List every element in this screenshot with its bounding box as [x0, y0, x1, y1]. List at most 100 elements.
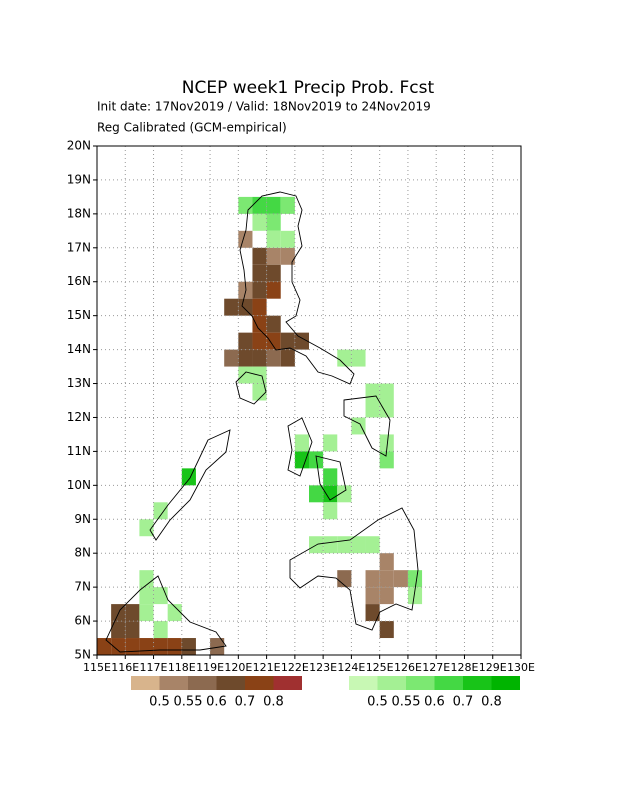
grid-cell: [365, 604, 380, 622]
legend-label: 0.8: [481, 695, 502, 710]
legend-swatch: [273, 676, 302, 690]
grid-cell: [252, 383, 267, 401]
y-tick-label: 7N: [74, 580, 91, 594]
y-tick-label: 20N: [67, 139, 91, 153]
grid-cell: [337, 485, 352, 503]
grid-cell: [379, 434, 394, 452]
grid-cell: [125, 604, 140, 622]
grid-cell: [365, 400, 380, 418]
grid-cell: [139, 604, 154, 622]
grid-cell: [111, 621, 126, 639]
y-tick-label: 11N: [67, 444, 91, 458]
x-tick-label: 121E: [253, 661, 281, 674]
grid-cell: [252, 315, 267, 333]
legend-swatch: [463, 676, 492, 690]
grid-cell: [323, 468, 338, 486]
y-tick-label: 14N: [67, 342, 91, 356]
grid-cell: [365, 536, 380, 554]
grid-cell: [266, 196, 281, 214]
grid-cell: [238, 332, 253, 350]
legend-swatch: [434, 676, 463, 690]
x-tick-label: 115E: [83, 661, 111, 674]
grid-cell: [407, 587, 423, 605]
legend-label: 0.7: [453, 695, 474, 710]
grid-cell: [266, 349, 281, 367]
legend-swatch: [245, 676, 274, 690]
grid-cell: [125, 621, 140, 639]
legend-swatch: [349, 676, 378, 690]
grid-cell: [224, 298, 239, 316]
grid-cell: [266, 230, 281, 248]
y-tick-label: 5N: [74, 648, 91, 662]
grid-cell: [125, 638, 140, 655]
grid-cell: [379, 400, 394, 418]
grid-cell: [139, 587, 154, 605]
grid-cell: [379, 621, 394, 639]
x-tick-label: 118E: [168, 661, 196, 674]
legend-label: 0.55: [174, 695, 203, 710]
y-tick-label: 9N: [74, 512, 91, 526]
y-tick-label: 18N: [67, 206, 91, 220]
grid-cell: [294, 332, 309, 350]
grid-cell: [351, 536, 366, 554]
grid-cell: [379, 570, 394, 588]
legend-label: 0.6: [206, 695, 227, 710]
grid-cell: [337, 570, 352, 588]
grid-cell: [323, 502, 338, 520]
grid-cell: [280, 332, 295, 350]
grid-cell: [238, 366, 253, 384]
grid-cell: [139, 519, 154, 537]
grid-cell: [139, 570, 154, 588]
grid-cell: [153, 587, 168, 605]
grid-cell: [266, 213, 281, 231]
grid-cell: [167, 638, 182, 655]
grid-cell: [153, 621, 168, 639]
grid-cell: [238, 281, 253, 299]
legend-label: 0.5: [149, 695, 170, 710]
grid-cell: [365, 570, 380, 588]
x-tick-label: 117E: [140, 661, 168, 674]
legend-label: 0.8: [263, 695, 284, 710]
grid-cell: [280, 196, 295, 214]
grid-cell: [337, 536, 352, 554]
grid-cell: [266, 315, 281, 333]
cells: [97, 196, 423, 655]
x-tick-label: 129E: [479, 661, 507, 674]
y-tick-label: 8N: [74, 546, 91, 560]
grid-cell: [153, 502, 168, 520]
grid-cell: [238, 196, 253, 214]
grid-cell: [379, 451, 394, 469]
grid-cell: [337, 349, 352, 367]
grid-cell: [167, 604, 182, 622]
note: Reg Calibrated (GCM-empirical): [97, 121, 287, 135]
grid-cell: [266, 281, 281, 299]
grid-cell: [153, 638, 168, 655]
grid-cell: [238, 349, 253, 367]
grid-cell: [252, 196, 267, 214]
grid-cell: [323, 536, 338, 554]
grid-cell: [252, 349, 267, 367]
x-tick-label: 122E: [281, 661, 309, 674]
grid-cell: [280, 349, 295, 367]
y-tick-label: 17N: [67, 240, 91, 254]
grid-cell: [379, 587, 394, 605]
x-tick-label: 126E: [394, 661, 422, 674]
x-tick-label: 128E: [450, 661, 478, 674]
x-tick-label: 130E: [507, 661, 535, 674]
x-tick-label: 123E: [309, 661, 337, 674]
grid-cell: [266, 332, 281, 350]
grid-cell: [139, 638, 154, 655]
grid-cell: [379, 553, 394, 571]
grid-cell: [252, 247, 267, 265]
grid-cell: [351, 417, 366, 435]
plot-frame: [96, 145, 522, 656]
grid-cell: [181, 638, 196, 655]
coastline: [105, 191, 419, 653]
legend-swatch: [491, 676, 520, 690]
grid-cell: [224, 349, 239, 367]
title: NCEP week1 Precip Prob. Fcst: [182, 78, 435, 98]
grid-cell: [393, 570, 408, 588]
legend-label: 0.7: [235, 695, 256, 710]
grid-cell: [294, 451, 309, 469]
legend-swatch: [406, 676, 435, 690]
